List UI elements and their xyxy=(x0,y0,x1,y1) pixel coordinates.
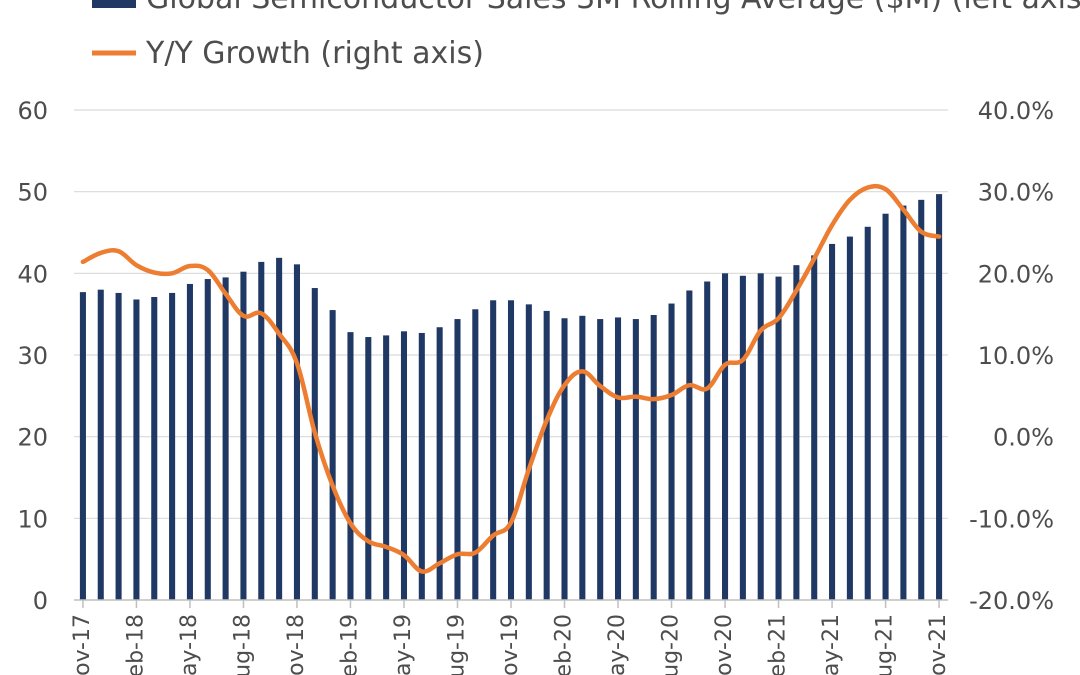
left-tick-label: 0 xyxy=(33,587,48,615)
x-axis-ticks: Nov-17 Feb-18 May-18 Aug-18 Nov-18 Feb-19 May-… xyxy=(70,600,951,675)
bar xyxy=(133,299,140,600)
right-tick-label: 30.0% xyxy=(978,179,1054,207)
bar xyxy=(668,303,675,600)
left-tick-label: 20 xyxy=(17,424,48,452)
x-tick-label: May-18 xyxy=(177,614,202,675)
bar xyxy=(579,315,586,600)
left-tick-label: 40 xyxy=(17,260,48,288)
left-axis-ticks: 0 10 20 30 40 50 60 xyxy=(17,97,48,615)
x-tick-label: Feb-20 xyxy=(552,614,577,675)
right-tick-label: 40.0% xyxy=(978,97,1054,125)
x-tick-label: Aug-18 xyxy=(230,614,255,675)
bar xyxy=(311,288,318,600)
bar xyxy=(561,318,568,600)
bar xyxy=(276,257,283,600)
bar xyxy=(650,314,657,600)
bar xyxy=(775,276,782,600)
bar xyxy=(722,273,729,600)
bar xyxy=(97,289,104,600)
growth-line xyxy=(80,183,942,574)
x-tick-label: Aug-21 xyxy=(873,614,898,675)
bar xyxy=(882,213,889,600)
left-tick-label: 30 xyxy=(17,342,48,370)
bar xyxy=(169,292,176,600)
bar xyxy=(793,265,800,600)
bar xyxy=(186,283,193,600)
right-axis-ticks: -20.0% -10.0% 0.0% 10.0% 20.0% 30.0% 40.0% xyxy=(969,97,1054,615)
bar xyxy=(222,277,229,600)
right-tick-label: 20.0% xyxy=(978,260,1054,288)
x-tick-label: Nov-18 xyxy=(284,614,309,675)
bar xyxy=(418,332,425,600)
bar xyxy=(258,261,265,600)
bar xyxy=(704,281,711,600)
bar xyxy=(811,255,818,600)
legend-bar-label: Global Semiconductor Sales 3M Rolling Av… xyxy=(146,0,1080,16)
bar xyxy=(400,331,408,600)
bar xyxy=(293,264,300,600)
right-tick-label: -10.0% xyxy=(969,505,1054,533)
bar xyxy=(846,236,853,601)
bar xyxy=(525,304,532,600)
bar xyxy=(918,199,925,601)
left-tick-label: 10 xyxy=(17,505,48,533)
x-tick-label: Nov-17 xyxy=(70,614,95,675)
left-tick-label: 50 xyxy=(17,179,48,207)
growth-line-series xyxy=(80,183,942,574)
left-tick-label: 60 xyxy=(17,97,48,125)
x-tick-label: Feb-19 xyxy=(337,614,362,675)
bar xyxy=(864,226,871,601)
x-tick-label: May-21 xyxy=(819,614,844,675)
bar xyxy=(597,319,604,600)
x-tick-label: Aug-19 xyxy=(444,614,469,675)
x-tick-label: Aug-20 xyxy=(659,614,684,675)
bar xyxy=(472,309,479,600)
bar xyxy=(383,335,390,600)
right-tick-label: 0.0% xyxy=(993,424,1054,452)
bar xyxy=(490,300,497,600)
bar xyxy=(436,327,443,600)
bar xyxy=(936,194,943,600)
x-tick-label: Feb-18 xyxy=(123,614,148,675)
bar xyxy=(115,292,122,600)
bar xyxy=(204,279,211,600)
right-tick-label: 10.0% xyxy=(978,342,1054,370)
bar xyxy=(686,290,693,600)
bar xyxy=(347,332,354,600)
bar xyxy=(829,243,836,600)
bar-series xyxy=(79,194,943,601)
bar xyxy=(240,271,247,600)
bar xyxy=(151,297,158,600)
legend-bar-swatch xyxy=(92,0,136,8)
x-tick-label: May-20 xyxy=(605,614,630,675)
bar xyxy=(543,310,550,600)
x-tick-label: Nov-19 xyxy=(498,614,523,675)
x-tick-label: May-19 xyxy=(391,614,416,675)
legend-line-label: Y/Y Growth (right axis) xyxy=(145,36,484,71)
bar xyxy=(739,275,746,600)
bar xyxy=(454,319,461,600)
bar xyxy=(614,317,622,600)
bar xyxy=(632,319,639,600)
bar xyxy=(79,292,86,600)
x-tick-label: Feb-21 xyxy=(766,614,791,675)
bar xyxy=(900,205,907,601)
bar xyxy=(365,337,372,600)
bar xyxy=(757,273,764,600)
x-tick-label: Nov-20 xyxy=(712,614,737,675)
right-tick-label: -20.0% xyxy=(969,587,1054,615)
legend: Global Semiconductor Sales 3M Rolling Av… xyxy=(92,0,1080,71)
bar xyxy=(507,300,515,600)
bar xyxy=(329,310,336,600)
x-tick-label: Nov-21 xyxy=(926,614,951,675)
